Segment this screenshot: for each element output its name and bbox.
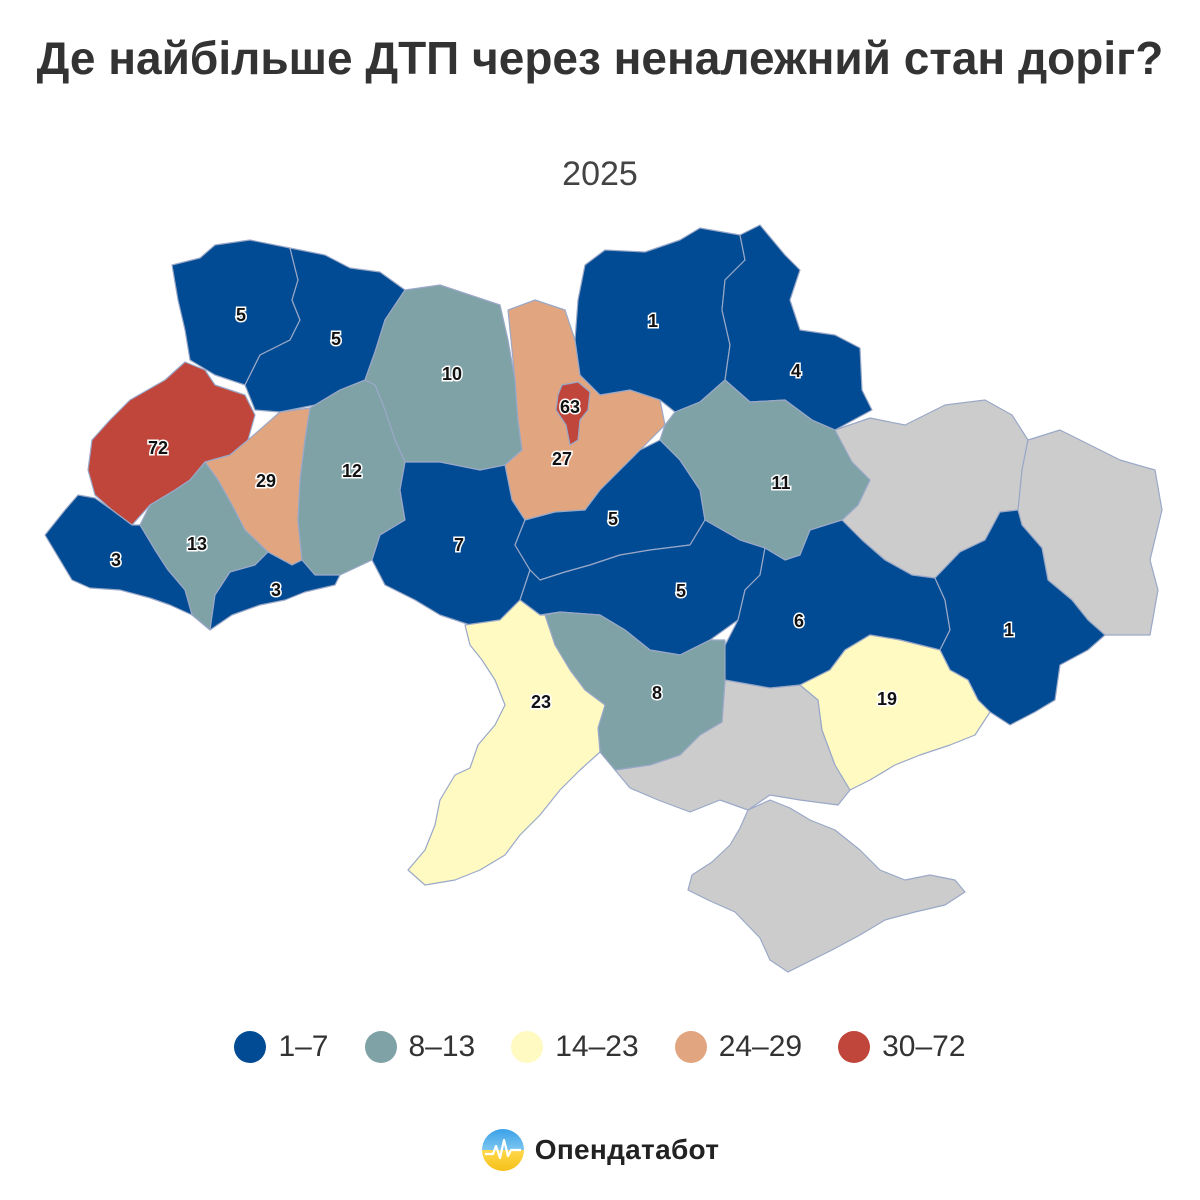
region-value-khmelnytskyi: 12: [342, 461, 362, 481]
legend-item: 8–13: [364, 1030, 476, 1064]
legend-swatch: [364, 1031, 397, 1063]
region-value-ivano-frankivsk: 13: [187, 534, 207, 554]
legend-label: 1–7: [278, 1030, 329, 1063]
region-sumy: [721, 224, 873, 431]
legend-item: 24–29: [674, 1030, 803, 1064]
legend-swatch: [511, 1031, 544, 1063]
region-value-odesa: 23: [531, 692, 551, 712]
legend-swatch: [234, 1031, 267, 1063]
legend-swatch: [674, 1031, 707, 1063]
chart-title: Де найбільше ДТП через неналежний стан д…: [36, 32, 1164, 84]
region-crimea: [687, 799, 966, 973]
region-kyiv-city: [555, 381, 591, 446]
legend-label: 8–13: [408, 1030, 476, 1063]
legend-label: 24–29: [718, 1030, 803, 1063]
region-zaporizhzhia: [799, 634, 991, 791]
legend-swatch: [838, 1031, 871, 1063]
region-value-mykolaiv: 8: [652, 683, 662, 703]
region-zakarpattia: [44, 494, 193, 616]
region-value-vinnytsia: 7: [454, 535, 464, 555]
brand-name: Опендатабот: [534, 1134, 720, 1165]
region-value-kyiv-oblast: 27: [552, 449, 572, 469]
region-value-lviv: 72: [148, 438, 168, 458]
region-value-sumy: 4: [791, 361, 801, 381]
region-value-volyn: 5: [236, 305, 246, 325]
region-value-poltava: 11: [771, 473, 790, 493]
region-value-zakarpattia: 3: [111, 550, 121, 570]
region-value-dnipro: 6: [794, 611, 804, 631]
legend-item: 30–72: [838, 1030, 966, 1064]
region-poltava: [659, 379, 871, 561]
legend-label: 14–23: [555, 1030, 639, 1063]
region-value-cherkasy: 5: [608, 509, 618, 529]
region-odesa: [407, 599, 606, 886]
region-value-donetsk: 1: [1004, 620, 1014, 640]
region-value-kyiv-city: 63: [560, 397, 580, 417]
region-value-chernivtsi: 3: [271, 580, 281, 600]
region-value-rivne: 5: [331, 329, 341, 349]
legend-item: 1–7: [234, 1030, 329, 1064]
region-value-zaporizhzhia: 19: [877, 689, 897, 709]
region-value-zhytomyr: 10: [442, 364, 462, 384]
region-value-kirovohrad: 5: [676, 581, 686, 601]
brand-footer: Опендатабот: [0, 1128, 1200, 1172]
legend-item: 14–23: [511, 1030, 639, 1064]
region-donetsk: [934, 509, 1106, 726]
legend: 1–7 8–13 14–23 24–29 30–72: [0, 1030, 1200, 1064]
region-chernivtsi: [209, 551, 341, 631]
region-value-ternopil: 29: [256, 471, 276, 491]
region-value-chernihiv: 1: [648, 311, 658, 331]
opendatabot-logo-icon: [481, 1129, 524, 1171]
chart-subtitle: 2025: [562, 155, 638, 193]
legend-label: 30–72: [882, 1030, 966, 1063]
